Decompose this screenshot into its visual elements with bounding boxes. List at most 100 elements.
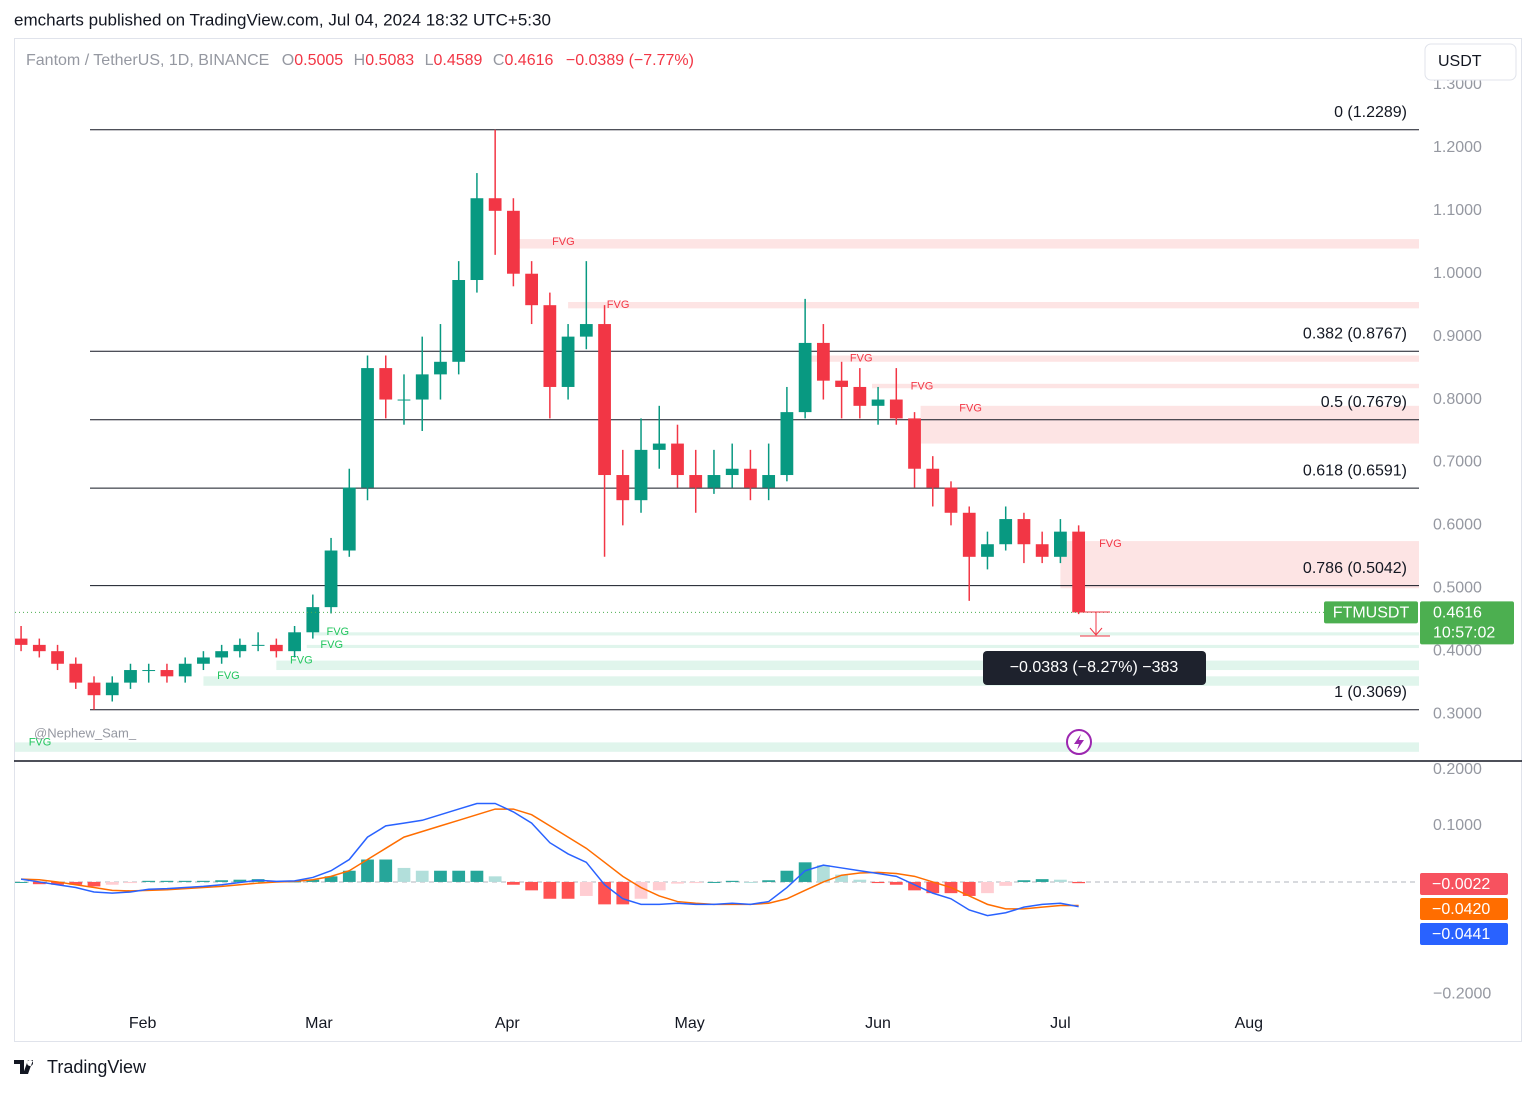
ohlc-key: L xyxy=(425,52,434,69)
y-tick-label: 1.1000 xyxy=(1433,202,1482,219)
value-badge xyxy=(1420,923,1508,945)
fvg-zone xyxy=(203,676,1419,686)
fvg-zone xyxy=(568,302,1419,309)
histogram-bar xyxy=(816,865,830,882)
symbol-label: FTMUSDT xyxy=(1333,605,1410,622)
candle-body xyxy=(579,324,593,337)
ohlc-value: 0.5005 xyxy=(294,52,343,69)
histogram-bar xyxy=(379,859,393,882)
candle-body xyxy=(69,663,83,683)
y-tick-label: 0.7000 xyxy=(1433,454,1482,471)
histogram-bar xyxy=(124,881,137,884)
macd-line xyxy=(21,808,1079,910)
histogram-bar xyxy=(1072,881,1086,884)
histogram-bar xyxy=(1035,879,1049,882)
candle-body xyxy=(525,273,539,306)
fib-label: 0 (1.2289) xyxy=(1334,104,1407,121)
fvg-zone xyxy=(1060,541,1419,589)
symbol-badge xyxy=(1324,601,1418,624)
value-badge-label: −0.0420 xyxy=(1432,901,1490,918)
histogram-bar xyxy=(871,881,885,884)
histogram-bar xyxy=(962,881,976,896)
candle-body xyxy=(397,399,411,401)
fib-label: 0.786 (0.5042) xyxy=(1303,560,1407,577)
candle-body xyxy=(142,670,156,672)
histogram-bar xyxy=(434,870,447,882)
macd-line xyxy=(20,802,1079,917)
candle-body xyxy=(962,512,976,557)
x-tick-label: Mar xyxy=(305,1015,333,1032)
fvg-zone xyxy=(276,660,1419,671)
measure-arrow-head xyxy=(1089,627,1103,636)
fvg-label: FVG xyxy=(217,670,240,682)
candle-body xyxy=(762,475,776,488)
histogram-bar xyxy=(835,874,848,882)
fvg-zone xyxy=(15,742,1419,752)
histogram-bar xyxy=(616,881,630,905)
candle-body xyxy=(105,682,119,696)
fvg-label: FVG xyxy=(320,639,343,651)
histogram-bar xyxy=(306,879,320,882)
histogram-bar xyxy=(798,862,812,882)
candle-body xyxy=(871,399,885,406)
fvg-label: FVG xyxy=(1099,538,1122,550)
candle-body xyxy=(452,280,466,362)
candle-body xyxy=(324,550,338,608)
histogram-bar xyxy=(142,880,156,882)
candle-body xyxy=(1072,531,1086,613)
flash-icon[interactable] xyxy=(1066,729,1092,755)
candle-body xyxy=(889,399,903,419)
histogram-bar xyxy=(707,881,721,883)
brand-name: TradingView xyxy=(47,1057,147,1077)
candle-body xyxy=(288,632,301,652)
currency-button[interactable] xyxy=(1424,43,1517,81)
candle-body xyxy=(835,380,848,387)
y-tick-label: 1.2000 xyxy=(1433,139,1482,156)
histogram-bar xyxy=(543,881,557,899)
fvg-zone xyxy=(312,632,1419,636)
price-label: 0.4616 xyxy=(1433,605,1482,622)
candle-body xyxy=(361,368,374,488)
candle-body xyxy=(543,305,557,387)
histogram-bar xyxy=(1017,880,1031,882)
histogram-bar xyxy=(87,881,101,887)
candle-body xyxy=(470,198,484,281)
histogram-bar xyxy=(69,881,83,885)
candle-body xyxy=(725,468,739,476)
candle-body xyxy=(707,475,721,488)
histogram-bar xyxy=(197,880,210,882)
axes: FTMUSDT 0.4616 10:57:02 0.3000 0.4000 0.5000 0… xyxy=(129,76,1514,1032)
fvg-label: FVG xyxy=(850,352,873,364)
ohlc-key: C xyxy=(493,52,505,69)
histogram-bar xyxy=(178,880,192,882)
macd-y-tick-label: 0.1000 xyxy=(1433,817,1482,834)
measure-tooltip xyxy=(983,651,1206,685)
countdown: 10:57:02 xyxy=(1433,625,1495,642)
histogram-bar xyxy=(689,881,703,884)
fvg-label: FVG xyxy=(959,403,982,415)
histogram-bar xyxy=(853,879,867,882)
symbol: Fantom / TetherUS, 1D, BINANCE xyxy=(26,52,269,69)
ohlc-value: 0.5083 xyxy=(365,52,414,69)
fib-label: 0.382 (0.8767) xyxy=(1303,326,1407,343)
candle-body xyxy=(488,198,502,211)
candle-body xyxy=(798,342,812,413)
histogram-bar xyxy=(415,870,429,882)
currency: USDT xyxy=(1438,53,1482,70)
candle-body xyxy=(124,670,137,683)
histogram-bar xyxy=(561,881,575,899)
candle-body xyxy=(926,468,940,488)
measure-text: −0.0383 (−8.27%) −383 xyxy=(1010,659,1179,676)
histogram-bar xyxy=(671,881,684,884)
candle-body xyxy=(1017,519,1031,545)
candle-body xyxy=(434,361,447,375)
value-badge xyxy=(1420,873,1508,895)
fvg-zone xyxy=(871,383,1419,389)
histogram-bar xyxy=(525,881,539,891)
x-tick-label: Apr xyxy=(495,1015,521,1032)
candle-body xyxy=(744,468,757,488)
ohlc-key: O xyxy=(282,52,294,69)
candle-body xyxy=(178,663,192,677)
